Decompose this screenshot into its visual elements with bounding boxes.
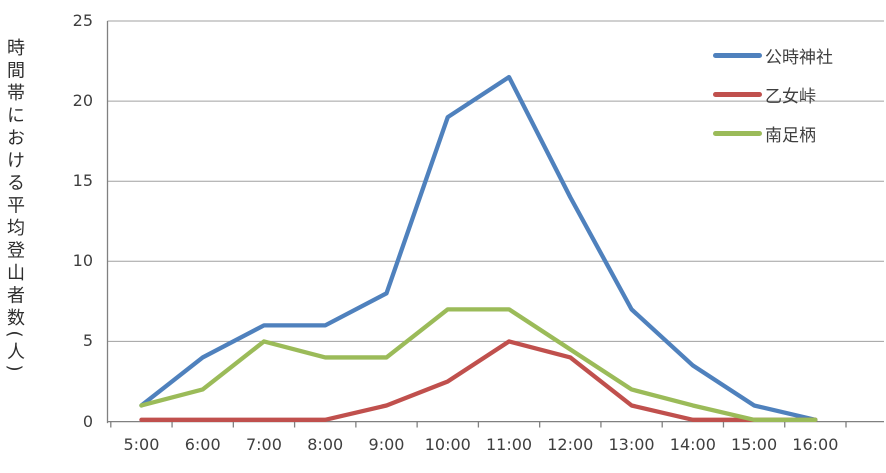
legend-item-1: 乙女峠 xyxy=(713,75,833,114)
y-tick-label: 15 xyxy=(72,171,93,191)
x-tick-label: 5:00 xyxy=(123,435,160,454)
x-tick-label: 14:00 xyxy=(669,435,716,454)
x-tick-label: 16:00 xyxy=(792,435,839,454)
series-line-1 xyxy=(139,339,818,422)
x-tick-label: 9:00 xyxy=(368,435,405,454)
legend: 公時神社乙女峠南足柄 xyxy=(713,36,833,153)
x-tick-label: 8:00 xyxy=(307,435,344,454)
legend-label: 公時神社 xyxy=(765,48,833,68)
x-tick-label: 6:00 xyxy=(184,435,221,454)
legend-label: 乙女峠 xyxy=(765,87,816,107)
y-tick-label: 0 xyxy=(82,411,93,431)
legend-line-swatch xyxy=(713,92,762,97)
legend-item-0: 公時神社 xyxy=(713,36,833,75)
y-tick-label: 20 xyxy=(72,91,93,111)
x-tick-label: 12:00 xyxy=(547,435,594,454)
x-tick-label: 10:00 xyxy=(424,435,471,454)
x-tick-label: 15:00 xyxy=(731,435,778,454)
y-tick-label: 5 xyxy=(82,331,93,351)
series-line-0 xyxy=(139,74,818,422)
legend-line-swatch xyxy=(713,53,762,58)
legend-line-swatch xyxy=(713,131,762,136)
x-tick-label: 11:00 xyxy=(485,435,533,454)
series-line-2 xyxy=(139,307,818,422)
y-tick-label: 10 xyxy=(72,251,93,271)
x-tick-label: 13:00 xyxy=(608,435,655,454)
x-tick-label: 7:00 xyxy=(245,435,282,454)
legend-label: 南足柄 xyxy=(765,126,816,146)
y-axis-title: 時間帯における平均登山者数(人) xyxy=(4,38,25,377)
legend-item-2: 南足柄 xyxy=(713,114,833,153)
y-tick-label: 25 xyxy=(72,11,93,30)
